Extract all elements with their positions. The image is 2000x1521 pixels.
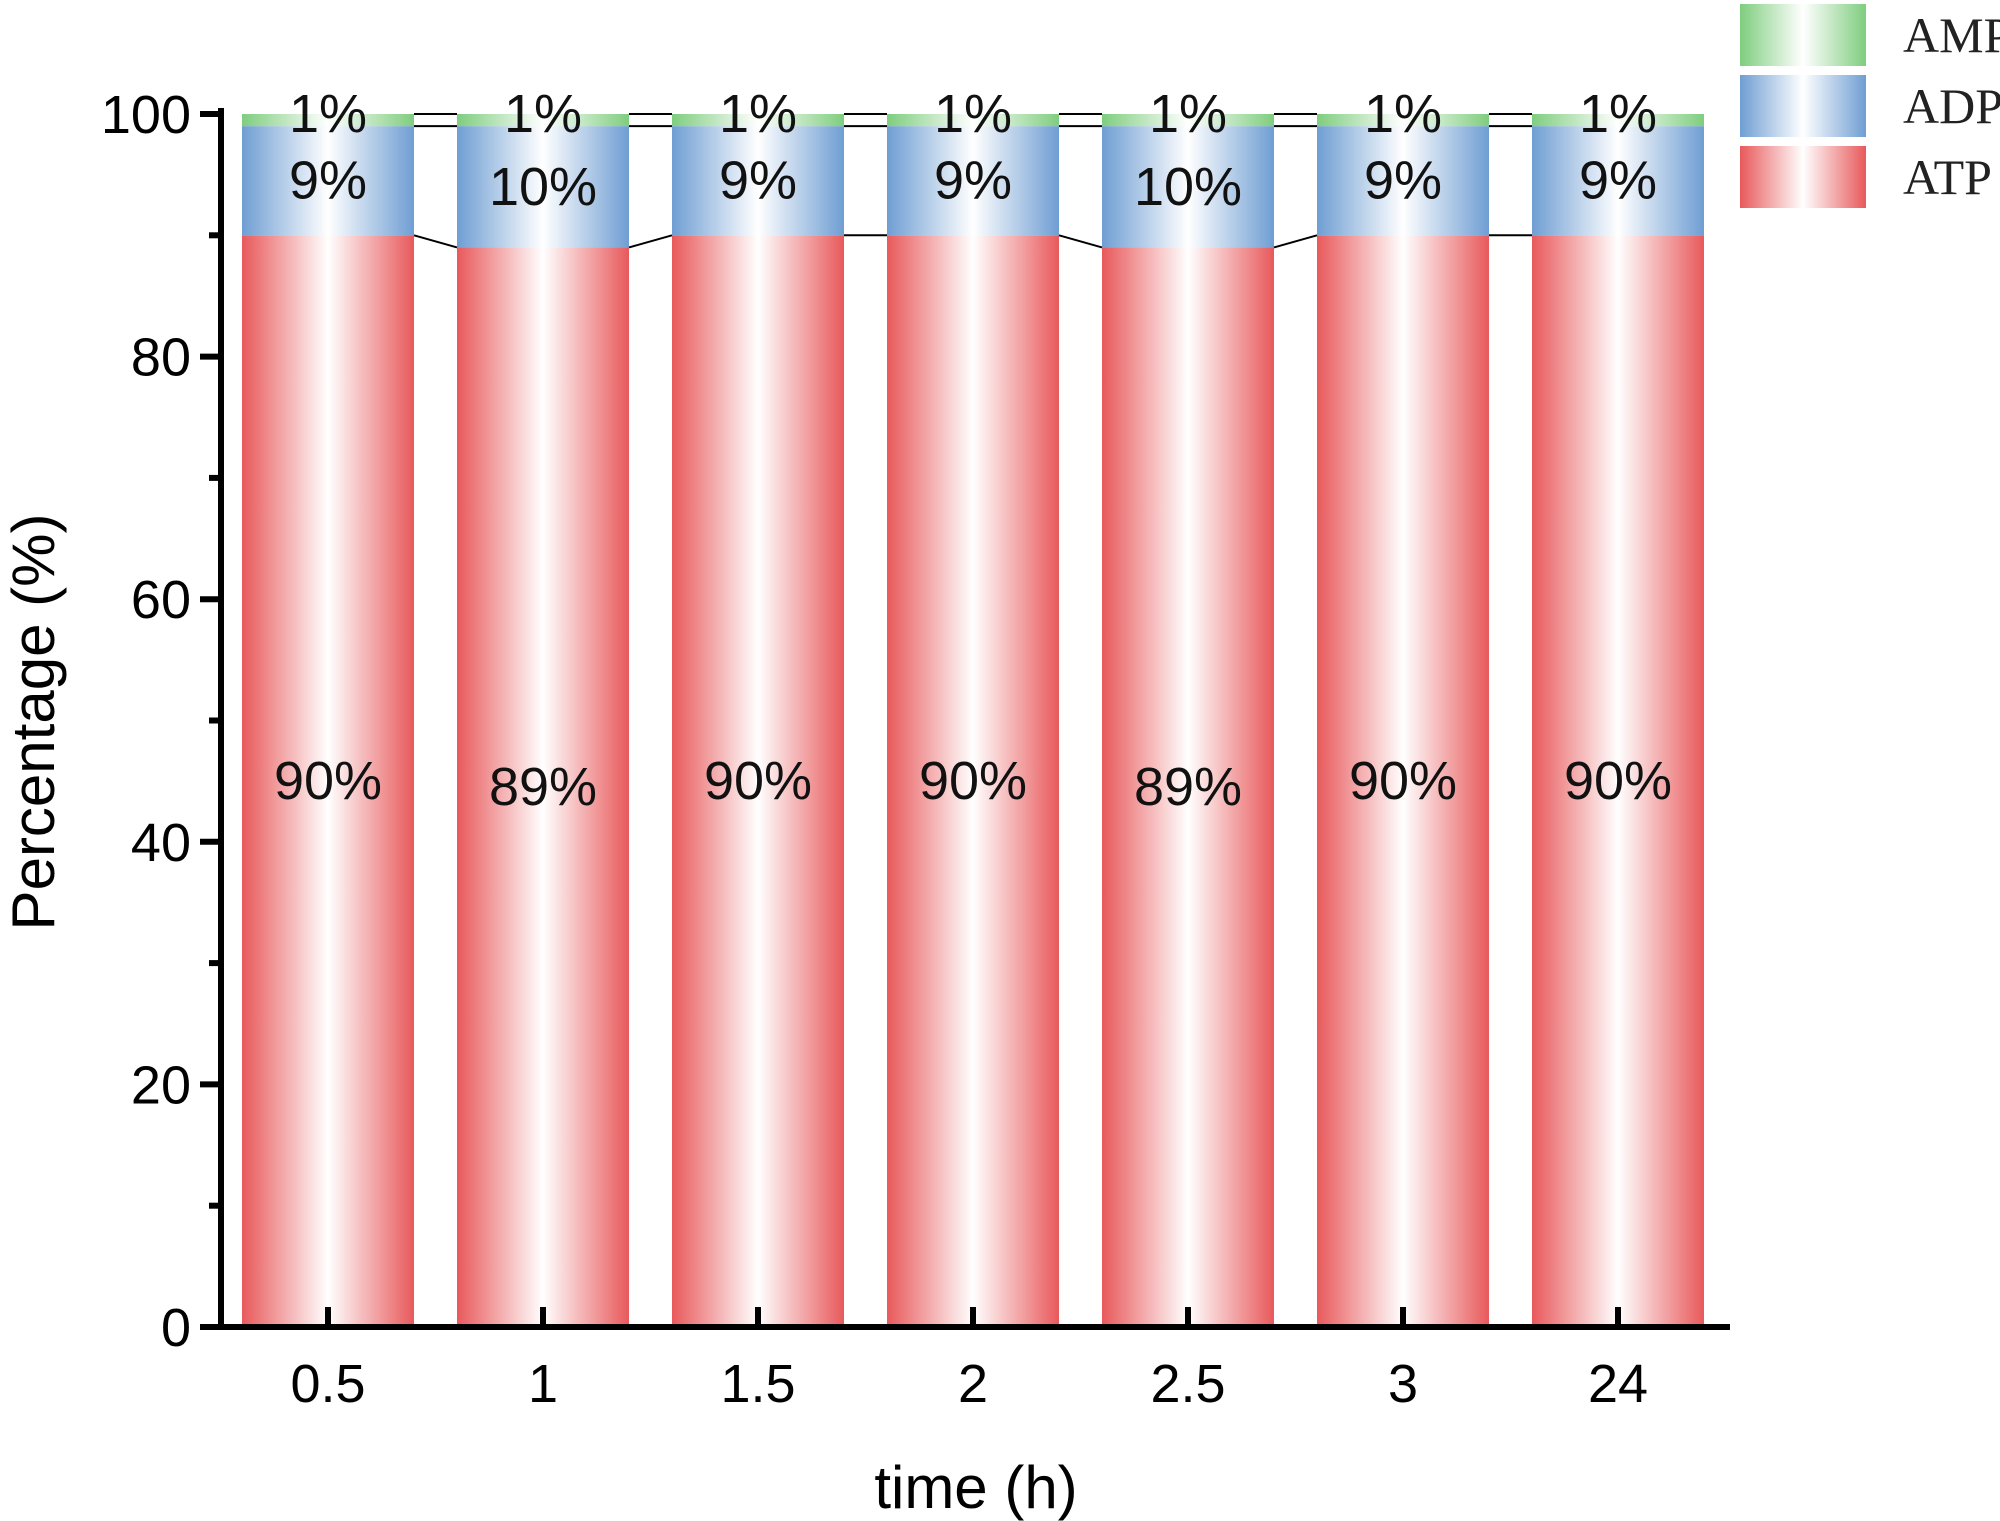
connector-atp-0 [413, 234, 458, 249]
x-tick-label-1-5: 1.5 [720, 1354, 795, 1414]
connector-atp-4 [1273, 234, 1318, 249]
legend-label-amp: AMP [1903, 7, 2000, 63]
bar-amp-2 [887, 114, 1059, 127]
data-label-adp-2: 9% [934, 151, 1012, 211]
bar-atp-2-5 [1102, 247, 1274, 1328]
bar-atp-24 [1532, 235, 1704, 1327]
data-label-atp-1: 89% [489, 757, 597, 817]
data-label-adp-2-5: 10% [1134, 157, 1242, 217]
bar-atp-1-5 [672, 235, 844, 1327]
x-tick-label-24: 24 [1588, 1354, 1648, 1414]
legend-swatch-atp [1740, 146, 1866, 208]
bar-amp-24 [1532, 114, 1704, 127]
y-axis-title: Percentage (%) [0, 514, 67, 931]
data-labels: 90% 9% 1% 89% 10% 1% 90% 9% 1% 90% 9% 1% 89% 10% 1% 90%… [274, 84, 1672, 817]
bar-adp-0-5 [242, 126, 414, 236]
x-axis-title: time (h) [874, 1454, 1077, 1521]
legend-swatch-adp [1740, 75, 1866, 137]
data-label-adp-1-5: 9% [719, 151, 797, 211]
legend: AMP ADP ATP [1740, 4, 2000, 208]
bar-adp-2 [887, 126, 1059, 236]
bar-adp-24 [1532, 126, 1704, 236]
data-label-adp-24: 9% [1579, 151, 1657, 211]
y-tick-label-0: 0 [161, 1298, 191, 1358]
bar-amp-2-5 [1102, 114, 1274, 127]
data-label-adp-1: 10% [489, 157, 597, 217]
legend-swatch-amp [1740, 4, 1866, 66]
axes: 0 20 40 60 80 100 0.5 1 1.5 2 2.5 3 24 [101, 85, 1730, 1414]
connector-atp-3 [1058, 234, 1103, 249]
y-tick-label-20: 20 [131, 1055, 191, 1115]
data-label-amp-2-5: 1% [1149, 84, 1227, 144]
x-tick-label-1: 1 [528, 1354, 558, 1414]
y-tick-label-80: 80 [131, 328, 191, 388]
data-label-amp-1-5: 1% [719, 84, 797, 144]
data-label-amp-3: 1% [1364, 84, 1442, 144]
bar-adp-3 [1317, 126, 1489, 236]
bar-adp-1 [457, 126, 629, 248]
legend-label-atp: ATP [1903, 149, 1992, 205]
bars [242, 114, 1704, 1328]
data-label-adp-3: 9% [1364, 151, 1442, 211]
x-tick-label-2-5: 2.5 [1150, 1354, 1225, 1414]
data-label-atp-3: 90% [1349, 751, 1457, 811]
y-tick-label-100: 100 [101, 85, 191, 145]
bar-amp-3 [1317, 114, 1489, 127]
bar-amp-1-5 [672, 114, 844, 127]
data-label-amp-1: 1% [504, 84, 582, 144]
bar-amp-1 [457, 114, 629, 127]
data-label-atp-24: 90% [1564, 751, 1672, 811]
data-label-amp-2: 1% [934, 84, 1012, 144]
data-label-amp-0-5: 1% [289, 84, 367, 144]
y-tick-label-40: 40 [131, 813, 191, 873]
legend-label-adp: ADP [1903, 78, 2000, 134]
data-label-adp-0-5: 9% [289, 151, 367, 211]
x-tick-label-0-5: 0.5 [290, 1354, 365, 1414]
connector-atp-1 [628, 234, 673, 249]
bar-adp-1-5 [672, 126, 844, 236]
bar-atp-2 [887, 235, 1059, 1327]
data-label-atp-2-5: 89% [1134, 757, 1242, 817]
x-tick-label-2: 2 [958, 1354, 988, 1414]
data-label-atp-0-5: 90% [274, 751, 382, 811]
connector-lines [413, 113, 1532, 249]
x-tick-label-3: 3 [1388, 1354, 1418, 1414]
data-label-amp-24: 1% [1579, 84, 1657, 144]
y-tick-label-60: 60 [131, 570, 191, 630]
bar-atp-3 [1317, 235, 1489, 1327]
data-label-atp-2: 90% [919, 751, 1027, 811]
bar-atp-1 [457, 247, 629, 1328]
data-label-atp-1-5: 90% [704, 751, 812, 811]
bar-adp-2-5 [1102, 126, 1274, 248]
bar-atp-0-5 [242, 235, 414, 1327]
bar-amp-0-5 [242, 114, 414, 127]
